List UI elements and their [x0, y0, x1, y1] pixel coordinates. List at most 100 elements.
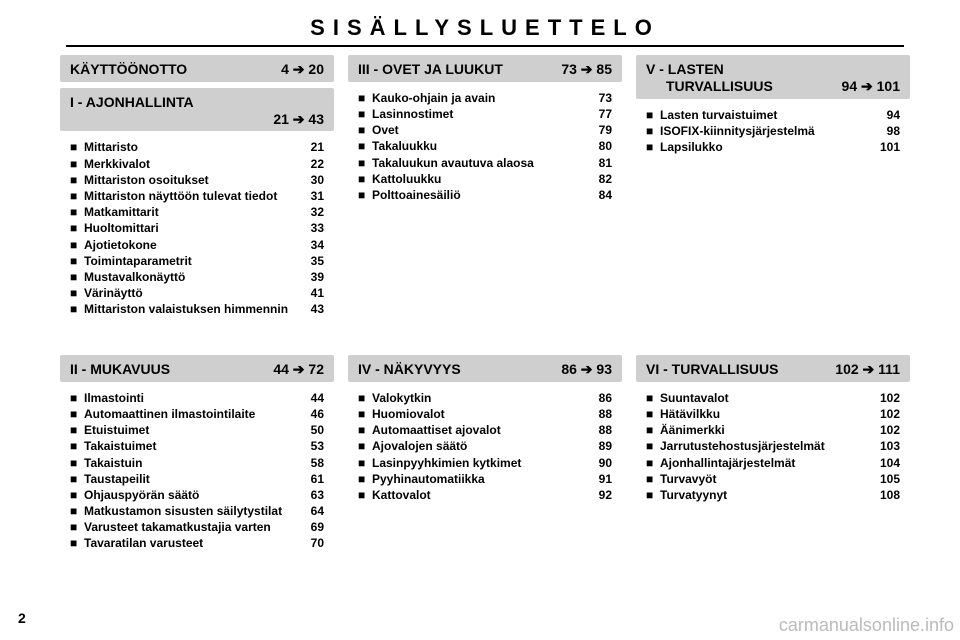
item-label: Mittariston valaistuksen himmennin	[84, 301, 311, 317]
bullet-icon: ■	[70, 438, 84, 454]
arrow-icon: ➔	[863, 361, 875, 377]
range-to: 43	[308, 111, 324, 127]
section-header-ovet: III - OVET JA LUUKUT 73 ➔ 85	[348, 55, 622, 82]
item-page: 88	[599, 422, 612, 438]
columns: KÄYTTÖÖNOTTO 4 ➔ 20 I - AJONHALLINTA 21 …	[60, 55, 910, 558]
bullet-icon: ■	[358, 171, 372, 187]
item-page: 77	[599, 106, 612, 122]
bullet-icon: ■	[646, 438, 660, 454]
section-items-ajonhallinta: ■Mittaristo21■Merkkivalot22■Mittariston …	[60, 137, 334, 323]
item-page: 43	[311, 301, 324, 317]
bullet-icon: ■	[70, 220, 84, 236]
bullet-icon: ■	[358, 455, 372, 471]
title-rule	[66, 45, 904, 47]
item-page: 82	[599, 171, 612, 187]
bullet-icon: ■	[358, 471, 372, 487]
list-item: ■Takaluukun avautuva alaosa81	[358, 155, 612, 171]
item-page: 103	[880, 438, 900, 454]
item-label: Kauko-ohjain ja avain	[372, 90, 599, 106]
list-item: ■Ajotietokone34	[70, 237, 324, 253]
bullet-icon: ■	[70, 390, 84, 406]
bullet-icon: ■	[70, 285, 84, 301]
item-label: Ajotietokone	[84, 237, 311, 253]
item-page: 101	[880, 139, 900, 155]
bullet-icon: ■	[70, 455, 84, 471]
item-label: Ohjauspyörän säätö	[84, 487, 311, 503]
list-item: ■Valokytkin86	[358, 390, 612, 406]
item-page: 86	[599, 390, 612, 406]
item-page: 79	[599, 122, 612, 138]
range-to: 85	[596, 61, 612, 77]
list-item: ■Suuntavalot102	[646, 390, 900, 406]
section-range: 21 ➔ 43	[273, 111, 324, 128]
item-label: Huoltomittari	[84, 220, 311, 236]
item-page: 21	[311, 139, 324, 155]
section-title-line2: TURVALLISUUS	[646, 78, 773, 95]
item-label: Taustapeilit	[84, 471, 311, 487]
bullet-icon: ■	[646, 139, 660, 155]
item-page: 104	[880, 455, 900, 471]
list-item: ■Turvatyynyt108	[646, 487, 900, 503]
item-label: Ajovalojen säätö	[372, 438, 599, 454]
item-page: 89	[599, 438, 612, 454]
item-label: Mittaristo	[84, 139, 311, 155]
item-page: 102	[880, 422, 900, 438]
bullet-icon: ■	[646, 123, 660, 139]
section-items-mukavuus: ■Ilmastointi44■Automaattinen ilmastointi…	[60, 388, 334, 558]
bullet-icon: ■	[358, 390, 372, 406]
section-title-line1: V - LASTEN	[646, 61, 900, 78]
list-item: ■Jarrutustehostusjärjestelmät103	[646, 438, 900, 454]
section-items-nakyvyys: ■Valokytkin86■Huomiovalot88■Automaattise…	[348, 388, 622, 509]
item-page: 34	[311, 237, 324, 253]
bullet-icon: ■	[70, 139, 84, 155]
list-item: ■Äänimerkki102	[646, 422, 900, 438]
list-item: ■Taustapeilit61	[70, 471, 324, 487]
item-label: Mittariston osoitukset	[84, 172, 311, 188]
arrow-icon: ➔	[581, 61, 593, 77]
list-item: ■Kattovalot92	[358, 487, 612, 503]
bullet-icon: ■	[70, 188, 84, 204]
section-header-mukavuus: II - MUKAVUUS 44 ➔ 72	[60, 355, 334, 382]
list-item: ■Mustavalkonäyttö39	[70, 269, 324, 285]
column-1: KÄYTTÖÖNOTTO 4 ➔ 20 I - AJONHALLINTA 21 …	[60, 55, 334, 558]
list-item: ■Turvavyöt105	[646, 471, 900, 487]
arrow-icon: ➔	[293, 361, 305, 377]
item-label: Lasinpyyhkimien kytkimet	[372, 455, 599, 471]
list-item: ■Mittaristo21	[70, 139, 324, 155]
item-label: Mittariston näyttöön tulevat tiedot	[84, 188, 311, 204]
item-page: 46	[311, 406, 324, 422]
list-item: ■Lasinnostimet77	[358, 106, 612, 122]
list-item: ■Takaistuimet53	[70, 438, 324, 454]
column-2: III - OVET JA LUUKUT 73 ➔ 85 ■Kauko-ohja…	[348, 55, 622, 558]
bullet-icon: ■	[70, 503, 84, 519]
bullet-icon: ■	[646, 487, 660, 503]
range-from: 94	[842, 78, 858, 94]
bullet-icon: ■	[70, 487, 84, 503]
list-item: ■Tavaratilan varusteet70	[70, 535, 324, 551]
bullet-icon: ■	[358, 487, 372, 503]
item-page: 73	[599, 90, 612, 106]
list-item: ■Polttoainesäiliö84	[358, 187, 612, 203]
list-item: ■Ohjauspyörän säätö63	[70, 487, 324, 503]
item-label: Lapsilukko	[660, 139, 880, 155]
section-title: III - OVET JA LUUKUT	[358, 61, 503, 77]
bullet-icon: ■	[358, 122, 372, 138]
watermark: carmanualsonline.info	[779, 615, 954, 636]
item-label: Lasinnostimet	[372, 106, 599, 122]
item-label: Takaistuimet	[84, 438, 311, 454]
item-page: 90	[599, 455, 612, 471]
list-item: ■Toimintaparametrit35	[70, 253, 324, 269]
range-from: 44	[273, 361, 289, 377]
item-page: 91	[599, 471, 612, 487]
bullet-icon: ■	[358, 155, 372, 171]
bullet-icon: ■	[358, 438, 372, 454]
item-label: Jarrutustehostusjärjestelmät	[660, 438, 880, 454]
item-label: Lasten turvaistuimet	[660, 107, 887, 123]
item-page: 80	[599, 138, 612, 154]
item-page: 64	[311, 503, 324, 519]
bullet-icon: ■	[646, 107, 660, 123]
item-page: 88	[599, 406, 612, 422]
item-label: Takaistuin	[84, 455, 311, 471]
range-to: 72	[308, 361, 324, 377]
section-header-lasten: V - LASTEN TURVALLISUUS 94 ➔ 101	[636, 55, 910, 99]
